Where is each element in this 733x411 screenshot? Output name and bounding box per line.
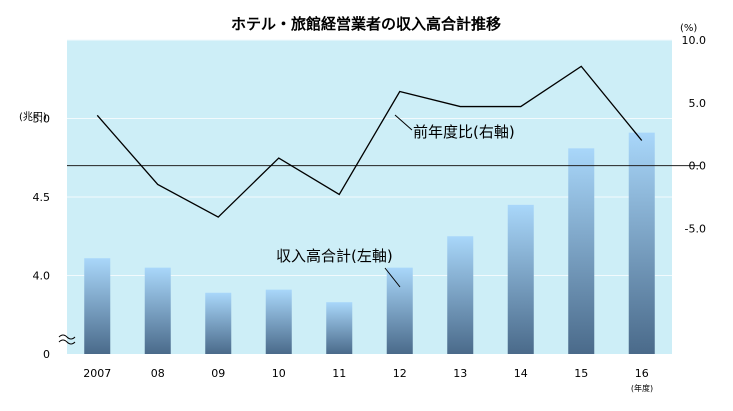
x-tick-12: 12 xyxy=(393,367,407,380)
right-tick--5.0: -5.0 xyxy=(685,222,706,235)
right-tick-5.0: 5.0 xyxy=(689,97,707,110)
x-tick-13: 13 xyxy=(453,367,467,380)
bar-10 xyxy=(265,289,292,354)
left-tick-0: 0 xyxy=(43,348,50,361)
bar-16 xyxy=(628,132,655,354)
break-stroke-2 xyxy=(58,339,76,345)
left-tick-4.0: 4.0 xyxy=(33,270,51,283)
line-series xyxy=(96,65,643,218)
right-tick-10.0: 10.0 xyxy=(682,34,707,47)
x-tick-08: 08 xyxy=(151,367,165,380)
x-tick-2007: 2007 xyxy=(83,367,111,380)
bar-11 xyxy=(326,302,353,354)
break-stroke-1 xyxy=(58,334,76,340)
annotations: 前年度比(右軸) 収入高合計(左軸) xyxy=(276,114,515,288)
left-tick-5.0: 5.0 xyxy=(33,113,51,126)
yoy-growth-line xyxy=(96,65,643,218)
right-axis-unit: (%) xyxy=(680,23,697,34)
x-tick-10: 10 xyxy=(272,367,286,380)
bar-12 xyxy=(386,267,413,354)
x-axis-ticks: 2007 08 09 10 11 12 13 14 15 16 xyxy=(83,367,649,380)
right-axis-ticks: 10.0 5.0 0.0 -5.0 xyxy=(682,34,707,235)
line-series-label: 前年度比(右軸) xyxy=(413,123,515,141)
bar-14 xyxy=(507,204,534,354)
bar-series xyxy=(84,132,655,354)
axis-break-mark xyxy=(58,334,76,345)
bar-series-leader xyxy=(384,267,401,288)
x-axis-unit: (年度) xyxy=(631,383,653,393)
bar-08 xyxy=(144,267,171,354)
bar-15 xyxy=(568,148,595,354)
bar-13 xyxy=(447,236,474,354)
x-tick-09: 09 xyxy=(211,367,225,380)
left-axis-ticks: 5.0 4.5 4.0 0 xyxy=(33,113,51,362)
x-tick-15: 15 xyxy=(574,367,588,380)
bar-09 xyxy=(205,292,232,354)
line-series-leader xyxy=(394,114,413,131)
bar-series-label: 収入高合計(左軸) xyxy=(276,247,393,265)
bar-2007 xyxy=(84,258,111,354)
left-tick-4.5: 4.5 xyxy=(33,191,51,204)
x-tick-14: 14 xyxy=(514,367,528,380)
x-tick-11: 11 xyxy=(332,367,346,380)
chart-title: ホテル・旅館経営業者の収入高合計推移 xyxy=(231,15,501,33)
right-tick-0.0: 0.0 xyxy=(689,160,707,173)
left-axis-unit: (兆円) xyxy=(19,111,47,123)
x-tick-16: 16 xyxy=(635,367,649,380)
